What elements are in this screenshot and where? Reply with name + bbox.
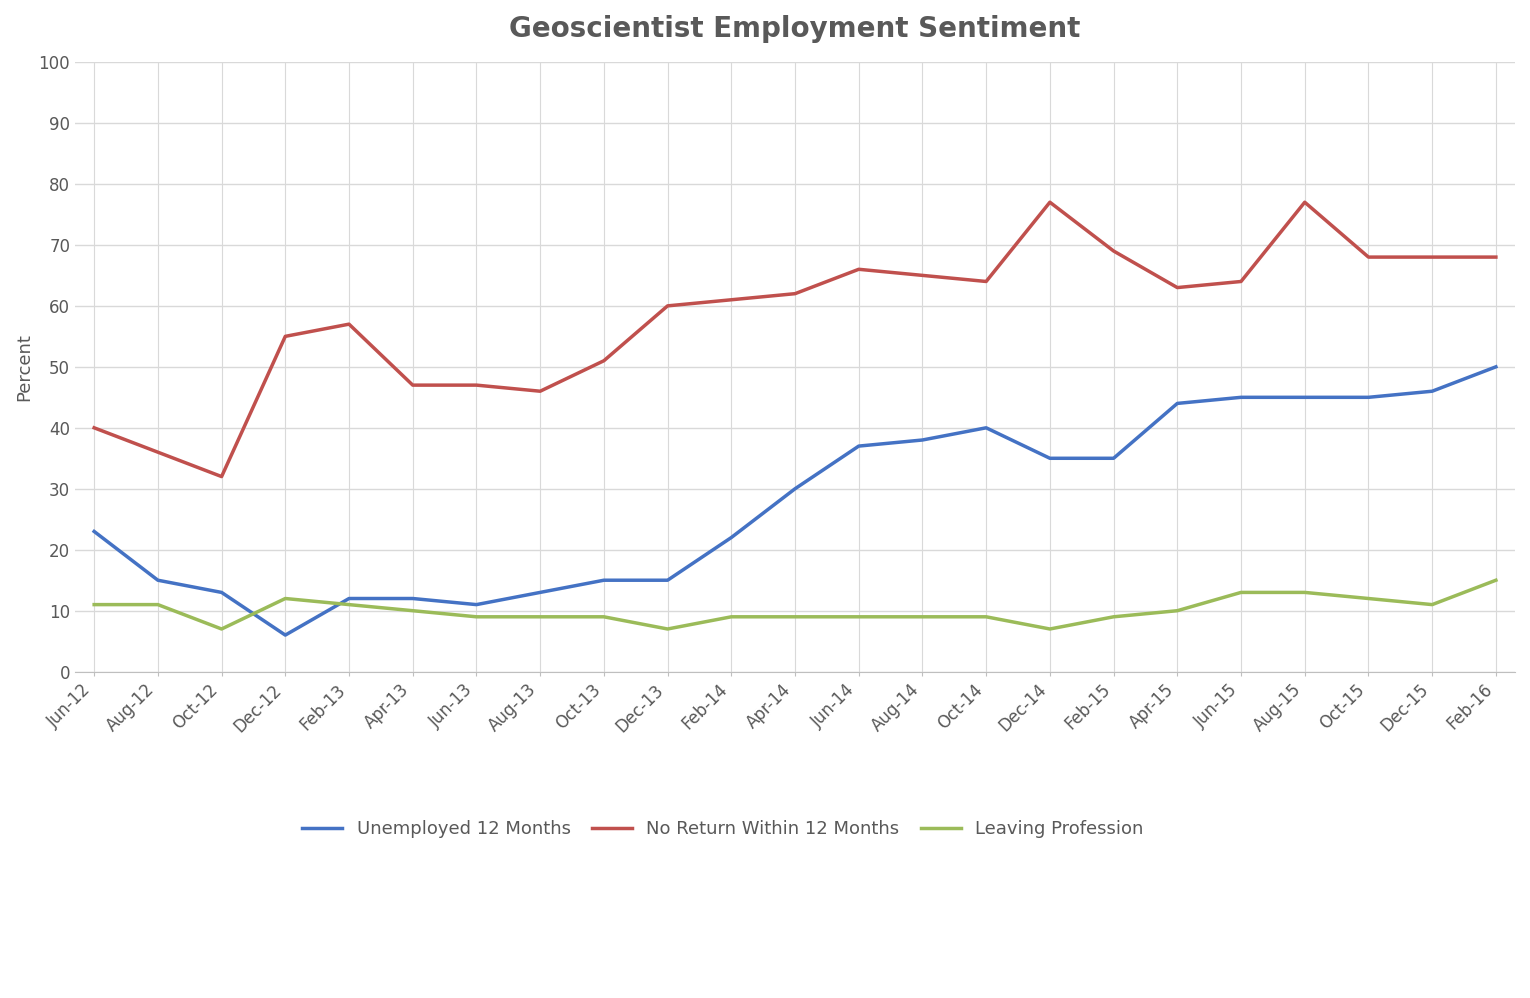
No Return Within 12 Months — [86, 422, 104, 434]
Leaving Profession — [1105, 611, 1123, 623]
Leaving Profession — [404, 605, 422, 617]
Leaving Profession — [148, 599, 167, 611]
Unemployed 12 Months — [213, 587, 231, 599]
Unemployed 12 Months — [1105, 452, 1123, 464]
Leaving Profession — [340, 599, 358, 611]
Unemployed 12 Months — [1423, 385, 1441, 397]
Leaving Profession — [722, 611, 741, 623]
Unemployed 12 Months — [467, 599, 485, 611]
Leaving Profession — [1359, 593, 1377, 605]
Unemployed 12 Months — [531, 587, 549, 599]
Leaving Profession — [86, 599, 104, 611]
Legend: Unemployed 12 Months, No Return Within 12 Months, Leaving Profession: Unemployed 12 Months, No Return Within 1… — [295, 813, 1151, 845]
Unemployed 12 Months — [1487, 361, 1506, 373]
Unemployed 12 Months — [340, 593, 358, 605]
Title: Geoscientist Employment Sentiment: Geoscientist Employment Sentiment — [509, 15, 1080, 43]
No Return Within 12 Months — [849, 263, 868, 275]
No Return Within 12 Months — [978, 275, 996, 287]
No Return Within 12 Months — [1040, 197, 1059, 209]
No Return Within 12 Months — [1359, 251, 1377, 263]
No Return Within 12 Months — [1167, 281, 1186, 293]
No Return Within 12 Months — [595, 354, 614, 366]
Unemployed 12 Months — [404, 593, 422, 605]
Y-axis label: Percent: Percent — [15, 333, 34, 401]
No Return Within 12 Months — [467, 379, 485, 391]
No Return Within 12 Months — [722, 293, 741, 305]
Unemployed 12 Months — [1167, 397, 1186, 409]
Unemployed 12 Months — [849, 440, 868, 452]
Leaving Profession — [913, 611, 932, 623]
No Return Within 12 Months — [1487, 251, 1506, 263]
No Return Within 12 Months — [658, 299, 676, 311]
Line: No Return Within 12 Months: No Return Within 12 Months — [95, 203, 1496, 477]
Unemployed 12 Months — [1040, 452, 1059, 464]
Unemployed 12 Months — [86, 526, 104, 538]
No Return Within 12 Months — [1296, 197, 1314, 209]
Unemployed 12 Months — [658, 574, 676, 586]
Leaving Profession — [849, 611, 868, 623]
Unemployed 12 Months — [275, 629, 294, 641]
Leaving Profession — [213, 623, 231, 635]
No Return Within 12 Months — [913, 269, 932, 281]
Leaving Profession — [467, 611, 485, 623]
Leaving Profession — [978, 611, 996, 623]
Leaving Profession — [1040, 623, 1059, 635]
No Return Within 12 Months — [275, 330, 294, 342]
Unemployed 12 Months — [148, 574, 167, 586]
No Return Within 12 Months — [404, 379, 422, 391]
Leaving Profession — [786, 611, 805, 623]
Unemployed 12 Months — [786, 483, 805, 495]
No Return Within 12 Months — [340, 318, 358, 330]
No Return Within 12 Months — [213, 471, 231, 483]
Unemployed 12 Months — [1232, 391, 1250, 403]
Unemployed 12 Months — [595, 574, 614, 586]
No Return Within 12 Months — [148, 446, 167, 458]
Leaving Profession — [595, 611, 614, 623]
Leaving Profession — [1167, 605, 1186, 617]
Leaving Profession — [1296, 587, 1314, 599]
No Return Within 12 Months — [531, 385, 549, 397]
No Return Within 12 Months — [1232, 275, 1250, 287]
Leaving Profession — [531, 611, 549, 623]
Leaving Profession — [658, 623, 676, 635]
Unemployed 12 Months — [1359, 391, 1377, 403]
Line: Unemployed 12 Months: Unemployed 12 Months — [95, 367, 1496, 635]
Unemployed 12 Months — [978, 422, 996, 434]
Unemployed 12 Months — [722, 532, 741, 544]
No Return Within 12 Months — [1423, 251, 1441, 263]
Unemployed 12 Months — [913, 434, 932, 446]
Unemployed 12 Months — [1296, 391, 1314, 403]
Leaving Profession — [1232, 587, 1250, 599]
Leaving Profession — [275, 593, 294, 605]
Leaving Profession — [1423, 599, 1441, 611]
No Return Within 12 Months — [786, 287, 805, 299]
Leaving Profession — [1487, 574, 1506, 586]
Line: Leaving Profession: Leaving Profession — [95, 580, 1496, 629]
No Return Within 12 Months — [1105, 246, 1123, 257]
